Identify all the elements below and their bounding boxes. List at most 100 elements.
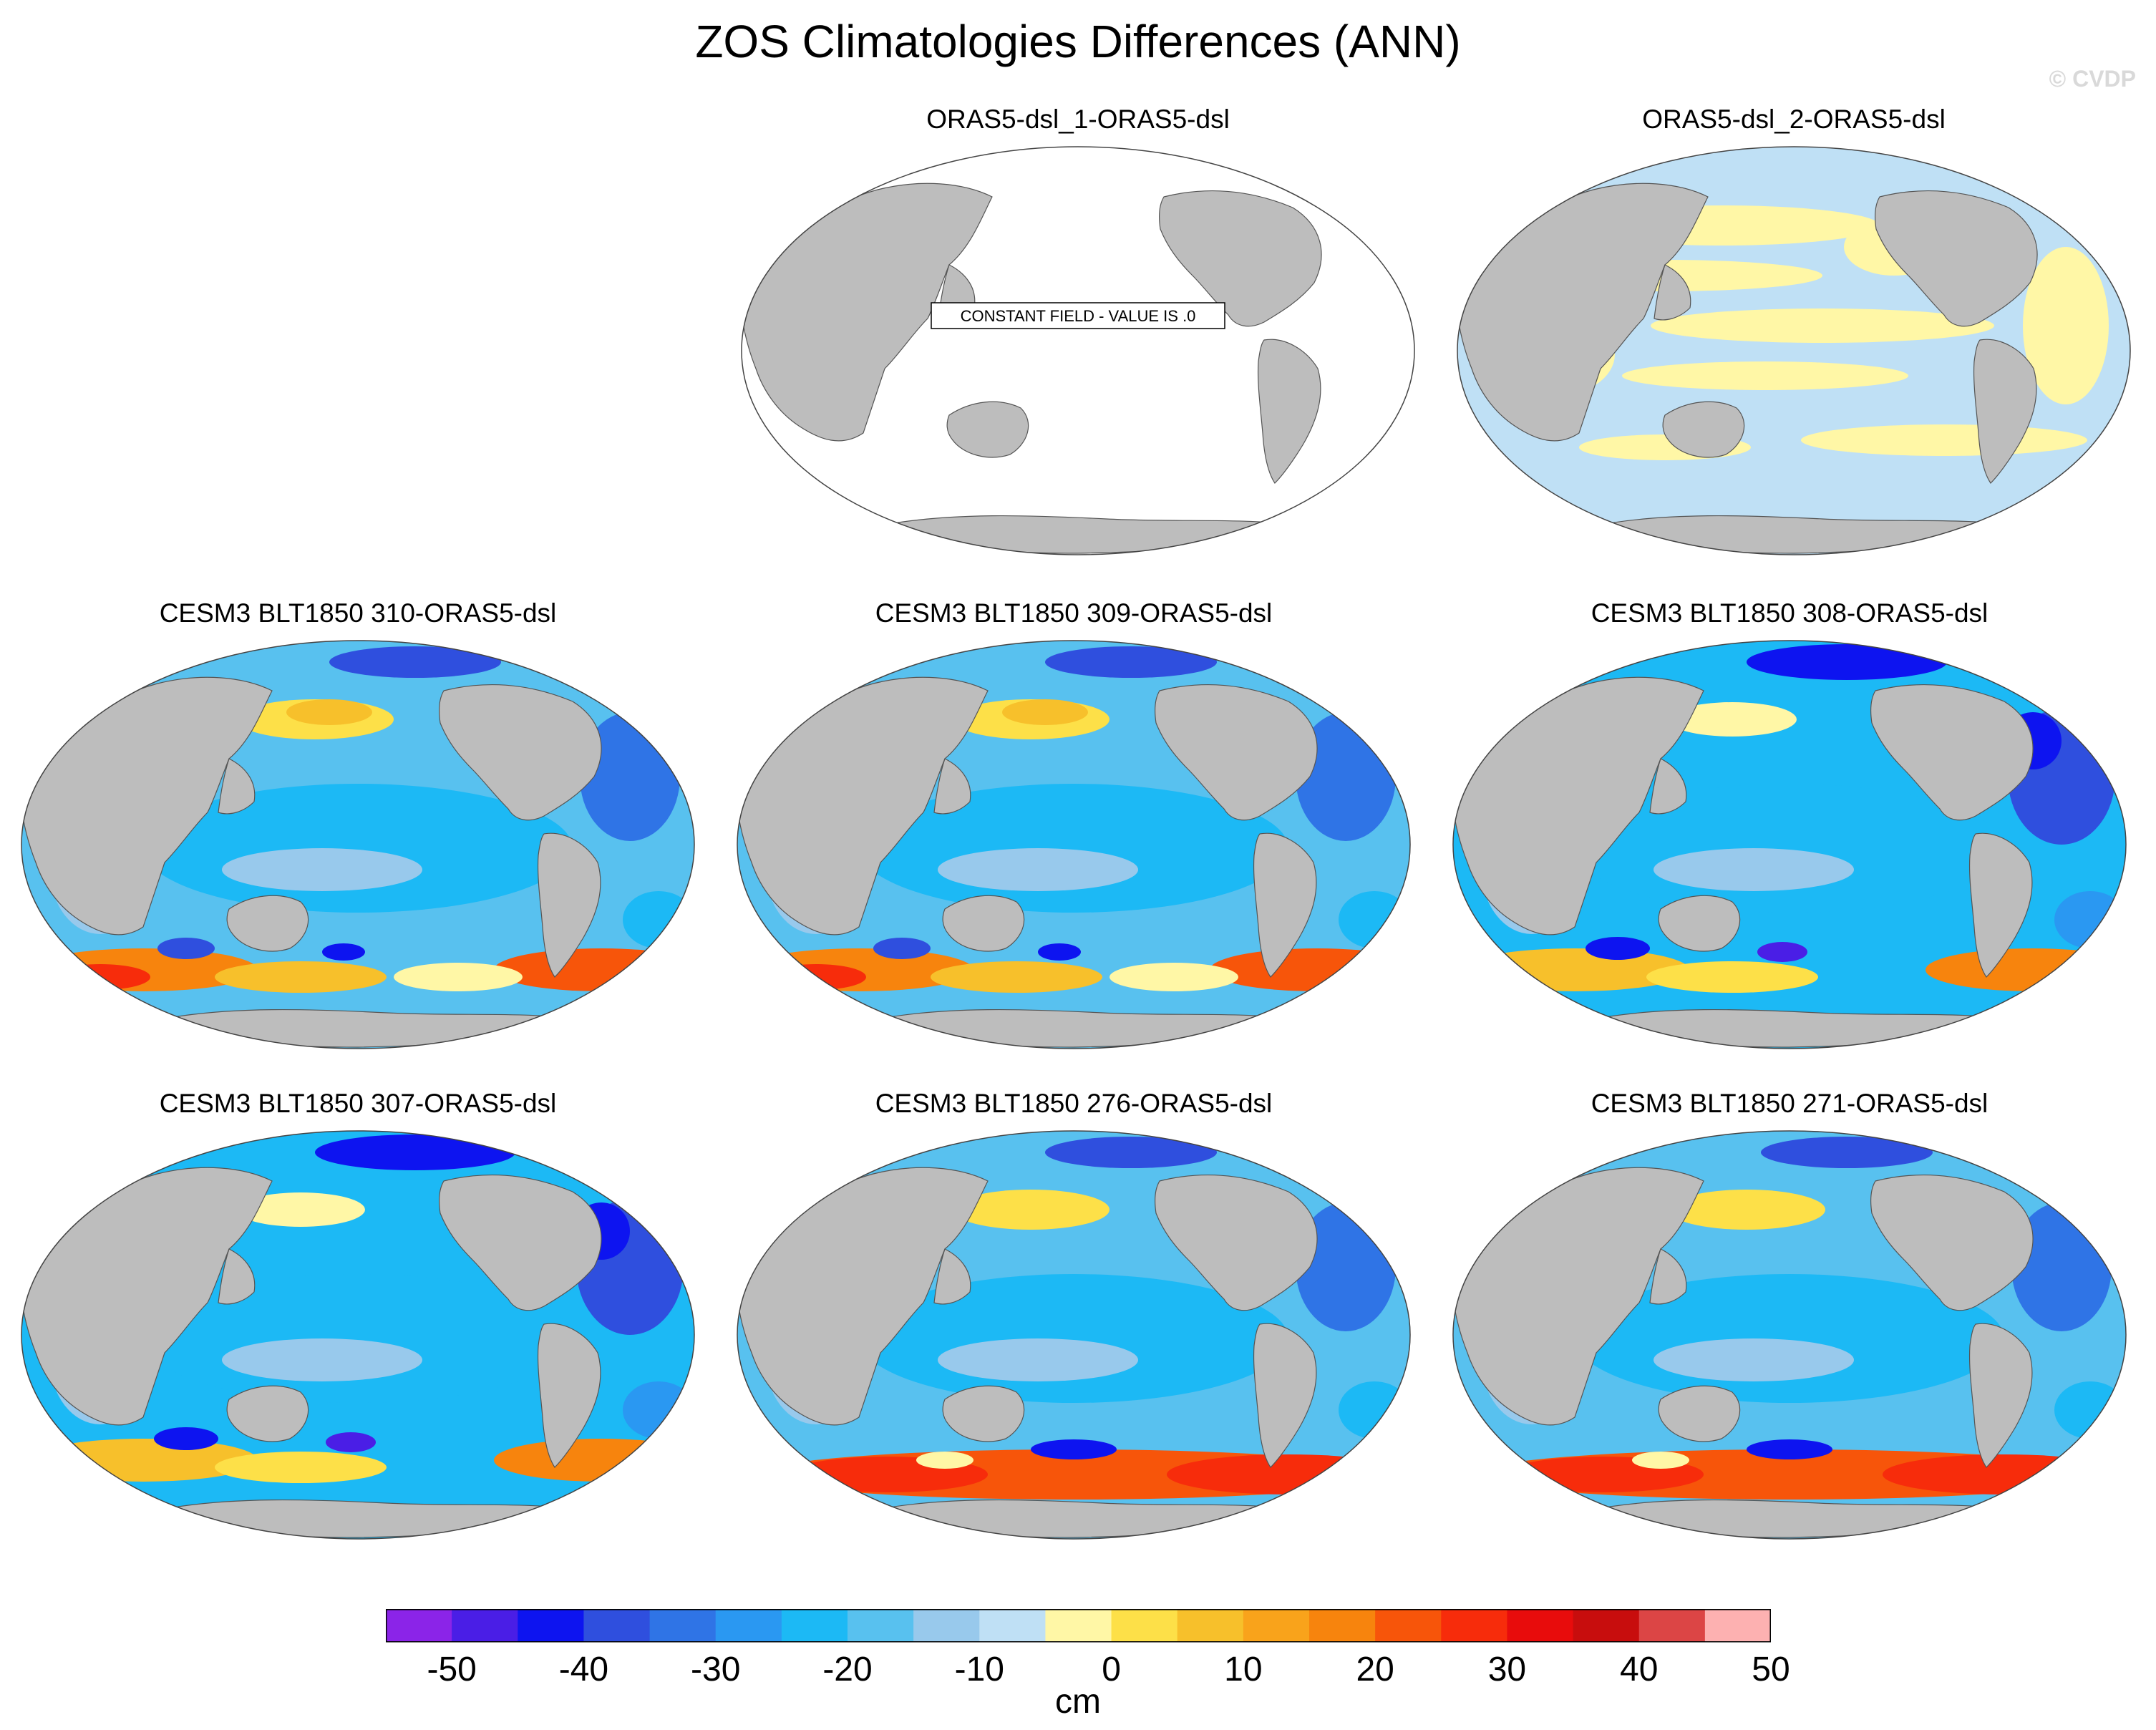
field-patch [931, 961, 1102, 993]
panel-title: ORAS5-dsl_1-ORAS5-dsl [926, 105, 1230, 134]
field-patch [2054, 1381, 2126, 1439]
colorbar-swatch [1704, 1609, 1771, 1642]
land-mass [737, 676, 989, 936]
map-field [21, 641, 694, 1049]
land-mass [537, 1323, 601, 1468]
panel-title: ORAS5-dsl_2-ORAS5-dsl [1642, 105, 1946, 134]
land-mass [21, 676, 273, 936]
cvdp-watermark: © CVDP [2049, 66, 2136, 92]
constant-field-label: CONSTANT FIELD - VALUE IS .0 [931, 302, 1225, 329]
map-border [1452, 640, 2127, 1049]
map-field [1453, 641, 2126, 1049]
colorbar-swatch [1638, 1609, 1706, 1642]
land-mass [742, 183, 993, 442]
field-patch [215, 1452, 387, 1483]
map-panel-cesm3-276: CESM3 BLT1850 276-ORAS5-dsl [730, 1088, 1417, 1546]
land-mass [537, 832, 601, 978]
colorbar-tick-label: -20 [822, 1651, 873, 1688]
field-patch [938, 1338, 1138, 1381]
field-patch [1045, 646, 1217, 678]
field-patch [938, 848, 1138, 891]
field-patch [916, 1452, 973, 1469]
field-patch [2054, 891, 2126, 948]
field-patch [50, 964, 150, 990]
panel-title: CESM3 BLT1850 307-ORAS5-dsl [159, 1089, 557, 1118]
colorbar-tick-label: -30 [691, 1651, 741, 1688]
land-mass [439, 684, 602, 821]
land-mass [1658, 1385, 1741, 1442]
field-patch [29, 1439, 258, 1482]
colorbar-swatch [1243, 1609, 1310, 1642]
map-field [742, 147, 1414, 555]
field-patch [1031, 1439, 1117, 1459]
colorbar-tick-label: 40 [1620, 1651, 1659, 1688]
field-patch [1646, 961, 1818, 993]
land-mass [1649, 758, 1687, 815]
land-mass [1155, 684, 1318, 821]
colorbar-swatch [1309, 1609, 1376, 1642]
land-mass [1662, 401, 1745, 458]
world-map-cesm3-271 [1452, 1130, 2127, 1540]
colorbar-tick-label: -40 [558, 1651, 609, 1688]
field-patch [1460, 948, 1689, 991]
field-patch [1339, 1381, 1410, 1439]
land-mass [226, 895, 309, 952]
field-patch [154, 1427, 218, 1450]
world-map-cesm3-307 [21, 1130, 695, 1540]
land-mass [1654, 264, 1691, 321]
land-mass [1253, 832, 1317, 978]
field-patch [1038, 943, 1081, 961]
land-mass [1253, 1323, 1317, 1468]
map-panel-cesm3-309: CESM3 BLT1850 309-ORAS5-dsl [730, 598, 1417, 1056]
colorbar-swatch [715, 1609, 782, 1642]
land-mass [1457, 183, 1709, 442]
map-field [737, 1131, 1410, 1539]
land-mass [218, 758, 256, 815]
field-patch [157, 938, 215, 959]
colorbar-swatch [386, 1609, 452, 1642]
world-map-cesm3-276 [737, 1130, 1411, 1540]
field-patch [1210, 948, 1410, 991]
land-mass [1453, 1167, 1704, 1426]
land-mass [1968, 1323, 2033, 1468]
panel-title: CESM3 BLT1850 276-ORAS5-dsl [875, 1089, 1273, 1118]
panel-title: CESM3 BLT1850 271-ORAS5-dsl [1591, 1089, 1989, 1118]
land-mass [933, 758, 971, 815]
field-patch [1757, 942, 1807, 962]
colorbar-swatch [1507, 1609, 1574, 1642]
colorbar-swatch [518, 1609, 584, 1642]
world-map-cesm3-310 [21, 640, 695, 1049]
field-patch [315, 1134, 515, 1170]
map-border [1452, 1130, 2127, 1540]
map-border [737, 640, 1411, 1049]
land-mass [876, 515, 1308, 554]
colorbar-swatch [913, 1609, 980, 1642]
field-patch [1632, 1452, 1689, 1469]
colorbar-swatch [1111, 1609, 1178, 1642]
field-patch [394, 963, 523, 991]
field-patch [322, 943, 365, 961]
map-field [1457, 147, 2130, 555]
land-mass [1649, 1248, 1687, 1305]
constant-field-text: CONSTANT FIELD - VALUE IS .0 [961, 307, 1196, 325]
field-patch [1761, 1137, 1933, 1168]
land-mass [933, 1248, 971, 1305]
land-mass [21, 1167, 273, 1426]
land-mass [1358, 1180, 1404, 1228]
field-patch [1622, 361, 1908, 390]
land-mass [439, 1174, 602, 1311]
field-patch [1002, 699, 1088, 725]
land-mass [156, 1009, 588, 1048]
land-mass [218, 1248, 256, 1305]
land-mass [642, 1180, 688, 1228]
land-mass [1155, 1174, 1318, 1311]
land-mass [872, 1499, 1304, 1538]
land-mass [1968, 832, 2033, 978]
field-patch [1747, 644, 1947, 680]
land-mass [737, 1167, 989, 1426]
field-patch [623, 1381, 694, 1439]
land-mass [1358, 689, 1404, 737]
land-mass [1362, 195, 1408, 243]
map-field [737, 641, 1410, 1049]
land-mass [2074, 689, 2119, 737]
